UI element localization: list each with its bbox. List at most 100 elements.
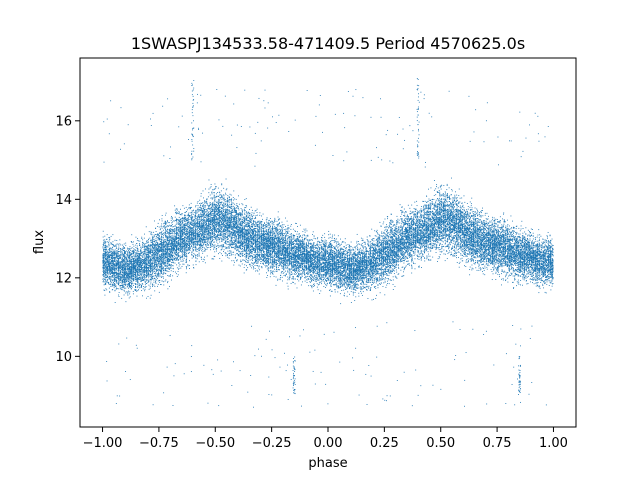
data-point — [411, 255, 413, 257]
data-point — [379, 260, 380, 262]
data-point — [398, 243, 400, 245]
data-point — [389, 230, 391, 232]
data-point — [406, 242, 407, 244]
data-point — [209, 224, 211, 225]
data-point — [450, 254, 452, 256]
data-point — [142, 245, 144, 247]
data-point — [432, 213, 434, 215]
data-point — [388, 239, 389, 241]
data-point — [329, 282, 331, 283]
data-point — [208, 234, 210, 236]
data-point — [336, 274, 337, 275]
data-point — [206, 238, 208, 240]
data-point — [392, 229, 394, 231]
data-point — [103, 280, 104, 282]
data-point — [550, 266, 552, 268]
data-point — [448, 223, 450, 224]
data-point — [382, 266, 384, 268]
data-point — [178, 230, 180, 232]
data-point — [327, 267, 329, 269]
data-point — [382, 273, 384, 275]
data-point — [330, 285, 332, 287]
data-point — [465, 214, 467, 216]
data-point — [168, 248, 170, 250]
data-point — [341, 241, 343, 243]
data-point — [250, 214, 252, 216]
data-point — [146, 265, 148, 266]
data-point — [311, 278, 313, 279]
data-point — [459, 261, 461, 263]
data-point — [247, 246, 248, 248]
data-point — [340, 284, 342, 286]
data-point — [415, 211, 416, 213]
data-point — [136, 256, 138, 258]
data-point — [102, 244, 104, 246]
data-point — [505, 232, 507, 234]
data-point — [420, 244, 422, 246]
data-point — [162, 256, 164, 258]
data-point — [518, 270, 520, 272]
data-point — [147, 296, 149, 297]
data-point — [476, 213, 478, 215]
data-point — [500, 258, 502, 260]
data-point — [318, 276, 320, 278]
data-point — [434, 206, 436, 208]
data-point — [268, 268, 270, 270]
data-point — [281, 271, 283, 273]
data-point — [259, 247, 261, 249]
data-point — [498, 267, 500, 269]
data-point — [228, 235, 230, 237]
data-point — [362, 267, 364, 269]
data-point — [542, 256, 544, 258]
data-point — [274, 227, 276, 229]
data-point — [125, 266, 127, 268]
data-point — [168, 244, 170, 246]
data-point — [157, 266, 158, 268]
data-point — [425, 224, 427, 226]
data-point — [315, 275, 317, 277]
data-point — [272, 228, 274, 229]
data-point — [426, 220, 428, 222]
data-point — [335, 279, 337, 280]
data-point — [515, 256, 516, 258]
data-point — [439, 238, 441, 240]
data-point — [118, 280, 120, 281]
data-point — [242, 223, 243, 225]
data-point — [358, 264, 360, 266]
data-point — [487, 257, 489, 259]
data-point — [220, 233, 222, 235]
data-point — [213, 247, 215, 249]
data-point — [112, 273, 114, 275]
data-point — [356, 245, 357, 247]
data-point — [331, 259, 333, 261]
data-point — [500, 227, 501, 229]
data-point — [171, 262, 173, 264]
data-point — [215, 204, 217, 206]
data-point — [499, 261, 501, 263]
data-point — [123, 286, 125, 288]
data-point — [244, 259, 246, 261]
data-point — [200, 209, 202, 211]
data-point — [265, 241, 267, 243]
data-point — [515, 238, 517, 240]
data-point — [183, 218, 185, 220]
data-point — [314, 256, 316, 258]
data-point — [547, 261, 549, 263]
data-point — [520, 228, 522, 230]
data-point — [505, 276, 507, 278]
data-point — [397, 255, 399, 257]
data-point — [417, 247, 419, 248]
data-point — [108, 241, 110, 243]
data-point — [492, 273, 494, 275]
data-point — [476, 243, 478, 245]
data-point — [312, 233, 313, 235]
data-point — [382, 247, 384, 249]
data-point — [434, 209, 436, 210]
data-point — [176, 213, 177, 215]
data-point — [281, 247, 283, 249]
data-point — [234, 214, 236, 216]
data-point — [338, 259, 340, 261]
data-point — [486, 230, 488, 232]
data-point — [251, 248, 253, 250]
data-point — [467, 250, 469, 252]
